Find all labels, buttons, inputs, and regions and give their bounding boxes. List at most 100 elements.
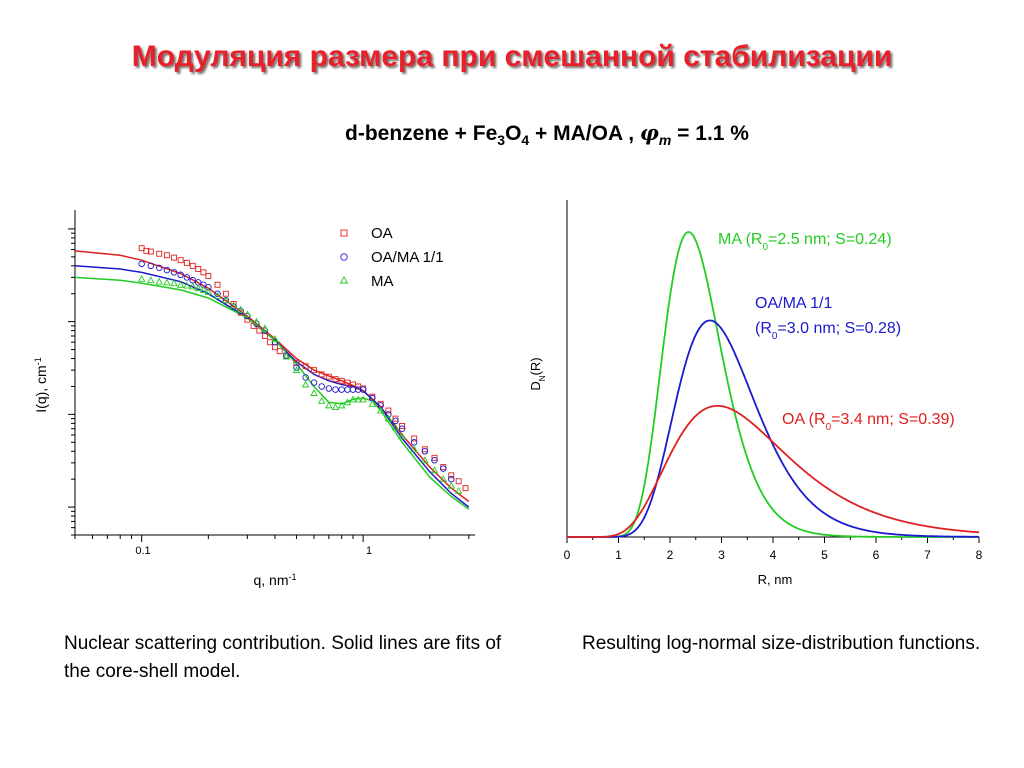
data-point [261, 324, 269, 332]
data-point [359, 386, 367, 393]
x-axis-label: q, nm-1 [253, 572, 296, 588]
data-point [354, 386, 362, 393]
data-point [194, 284, 202, 292]
data-point [189, 262, 196, 269]
x-tick-label: 0 [564, 548, 571, 562]
legend-label-ma: MA [371, 273, 394, 290]
page-title: Модуляция размера при смешанной стабилиз… [131, 40, 893, 73]
data-point [392, 415, 399, 422]
data-point [170, 269, 178, 276]
x-tick-label: 4 [770, 548, 777, 562]
data-point [448, 475, 455, 483]
data-point [317, 396, 326, 404]
distribution-curve [567, 319, 979, 538]
data-point [229, 301, 238, 309]
data-point [204, 287, 213, 295]
data-point [311, 367, 317, 374]
distribution-chart-curves [567, 231, 979, 538]
data-point [163, 266, 171, 274]
data-point [310, 389, 318, 396]
scattering-chart-fits [74, 250, 470, 510]
data-point [282, 352, 291, 360]
distribution-curve [567, 231, 979, 538]
data-point [318, 371, 325, 378]
legend-marker-oama [340, 253, 348, 261]
x-tick-label: 5 [821, 548, 828, 562]
data-point [448, 472, 455, 479]
data-point [155, 264, 163, 272]
caption-right: Resulting log-normal size-distribution f… [582, 633, 981, 654]
legend-label-oa: OA [371, 225, 393, 242]
x-tick-label: 8 [976, 548, 983, 562]
data-point [325, 401, 333, 409]
data-point [243, 310, 252, 318]
data-point [292, 366, 301, 374]
data-point [431, 457, 438, 464]
data-point [147, 248, 154, 255]
x-tick-label: 1 [615, 548, 622, 562]
data-point [384, 414, 393, 422]
data-point [293, 359, 300, 366]
data-point [222, 296, 230, 304]
data-point [138, 260, 145, 268]
data-point [222, 290, 229, 297]
data-point [177, 257, 184, 264]
scattering-chart: 0.1 1 q, nm-1 I(q), cm-1 OA OA/MA 1/1 MA [33, 210, 475, 588]
x-tick-label: 3 [718, 548, 725, 562]
data-point [293, 364, 300, 371]
legend-marker-oa [340, 229, 348, 237]
data-point [302, 374, 309, 381]
scattering-chart-points [137, 245, 469, 494]
data-point [155, 277, 163, 285]
data-point [163, 252, 170, 259]
data-point [349, 395, 357, 403]
data-point [147, 276, 155, 284]
y-axis-label: I(q), cm-1 [33, 357, 49, 412]
data-point [171, 254, 177, 261]
distribution-curve [567, 405, 979, 538]
fit-line [74, 265, 470, 508]
data-point [236, 305, 245, 313]
data-point [170, 279, 178, 287]
scattering-chart-legend [339, 229, 349, 284]
x-tick-label: 2 [667, 548, 674, 562]
data-point [439, 465, 447, 472]
data-point [156, 250, 163, 257]
curve-label-oama-line1: OA/MA 1/1 [755, 295, 832, 312]
distribution-chart: 0 1 2 3 4 5 6 7 8 R, nm DN(R) MA (R0=2.5 nm; S=0… [528, 200, 983, 587]
data-point [199, 285, 208, 293]
data-point [332, 376, 339, 383]
data-point [431, 454, 438, 461]
data-point [271, 335, 279, 342]
data-point [398, 425, 406, 432]
data-point [430, 466, 439, 474]
data-point [195, 266, 202, 272]
data-point [163, 278, 171, 286]
data-point [354, 395, 362, 403]
curve-label-ma: MA (R0=2.5 nm; S=0.24) [718, 231, 892, 253]
x-tick-label: 6 [873, 548, 880, 562]
data-point [331, 403, 340, 410]
data-point [385, 411, 392, 418]
data-point [271, 338, 279, 346]
data-point [344, 379, 351, 386]
data-point [338, 386, 345, 393]
data-point [391, 423, 400, 431]
data-point [205, 273, 212, 280]
data-point [205, 283, 212, 291]
data-point [252, 317, 261, 325]
data-point [368, 399, 377, 407]
data-point [176, 280, 185, 288]
data-point [137, 274, 146, 282]
x-tick-label: 7 [924, 548, 931, 562]
x-tick-label: 1 [366, 545, 372, 557]
data-point [332, 386, 339, 393]
x-tick-label: 0.1 [135, 545, 150, 557]
data-point [338, 377, 345, 384]
data-point [147, 262, 155, 270]
legend-label-oama: OA/MA 1/1 [371, 249, 444, 266]
data-point [421, 448, 429, 455]
data-point [385, 407, 392, 414]
data-point [455, 478, 462, 485]
scattering-chart-axes [68, 210, 475, 542]
